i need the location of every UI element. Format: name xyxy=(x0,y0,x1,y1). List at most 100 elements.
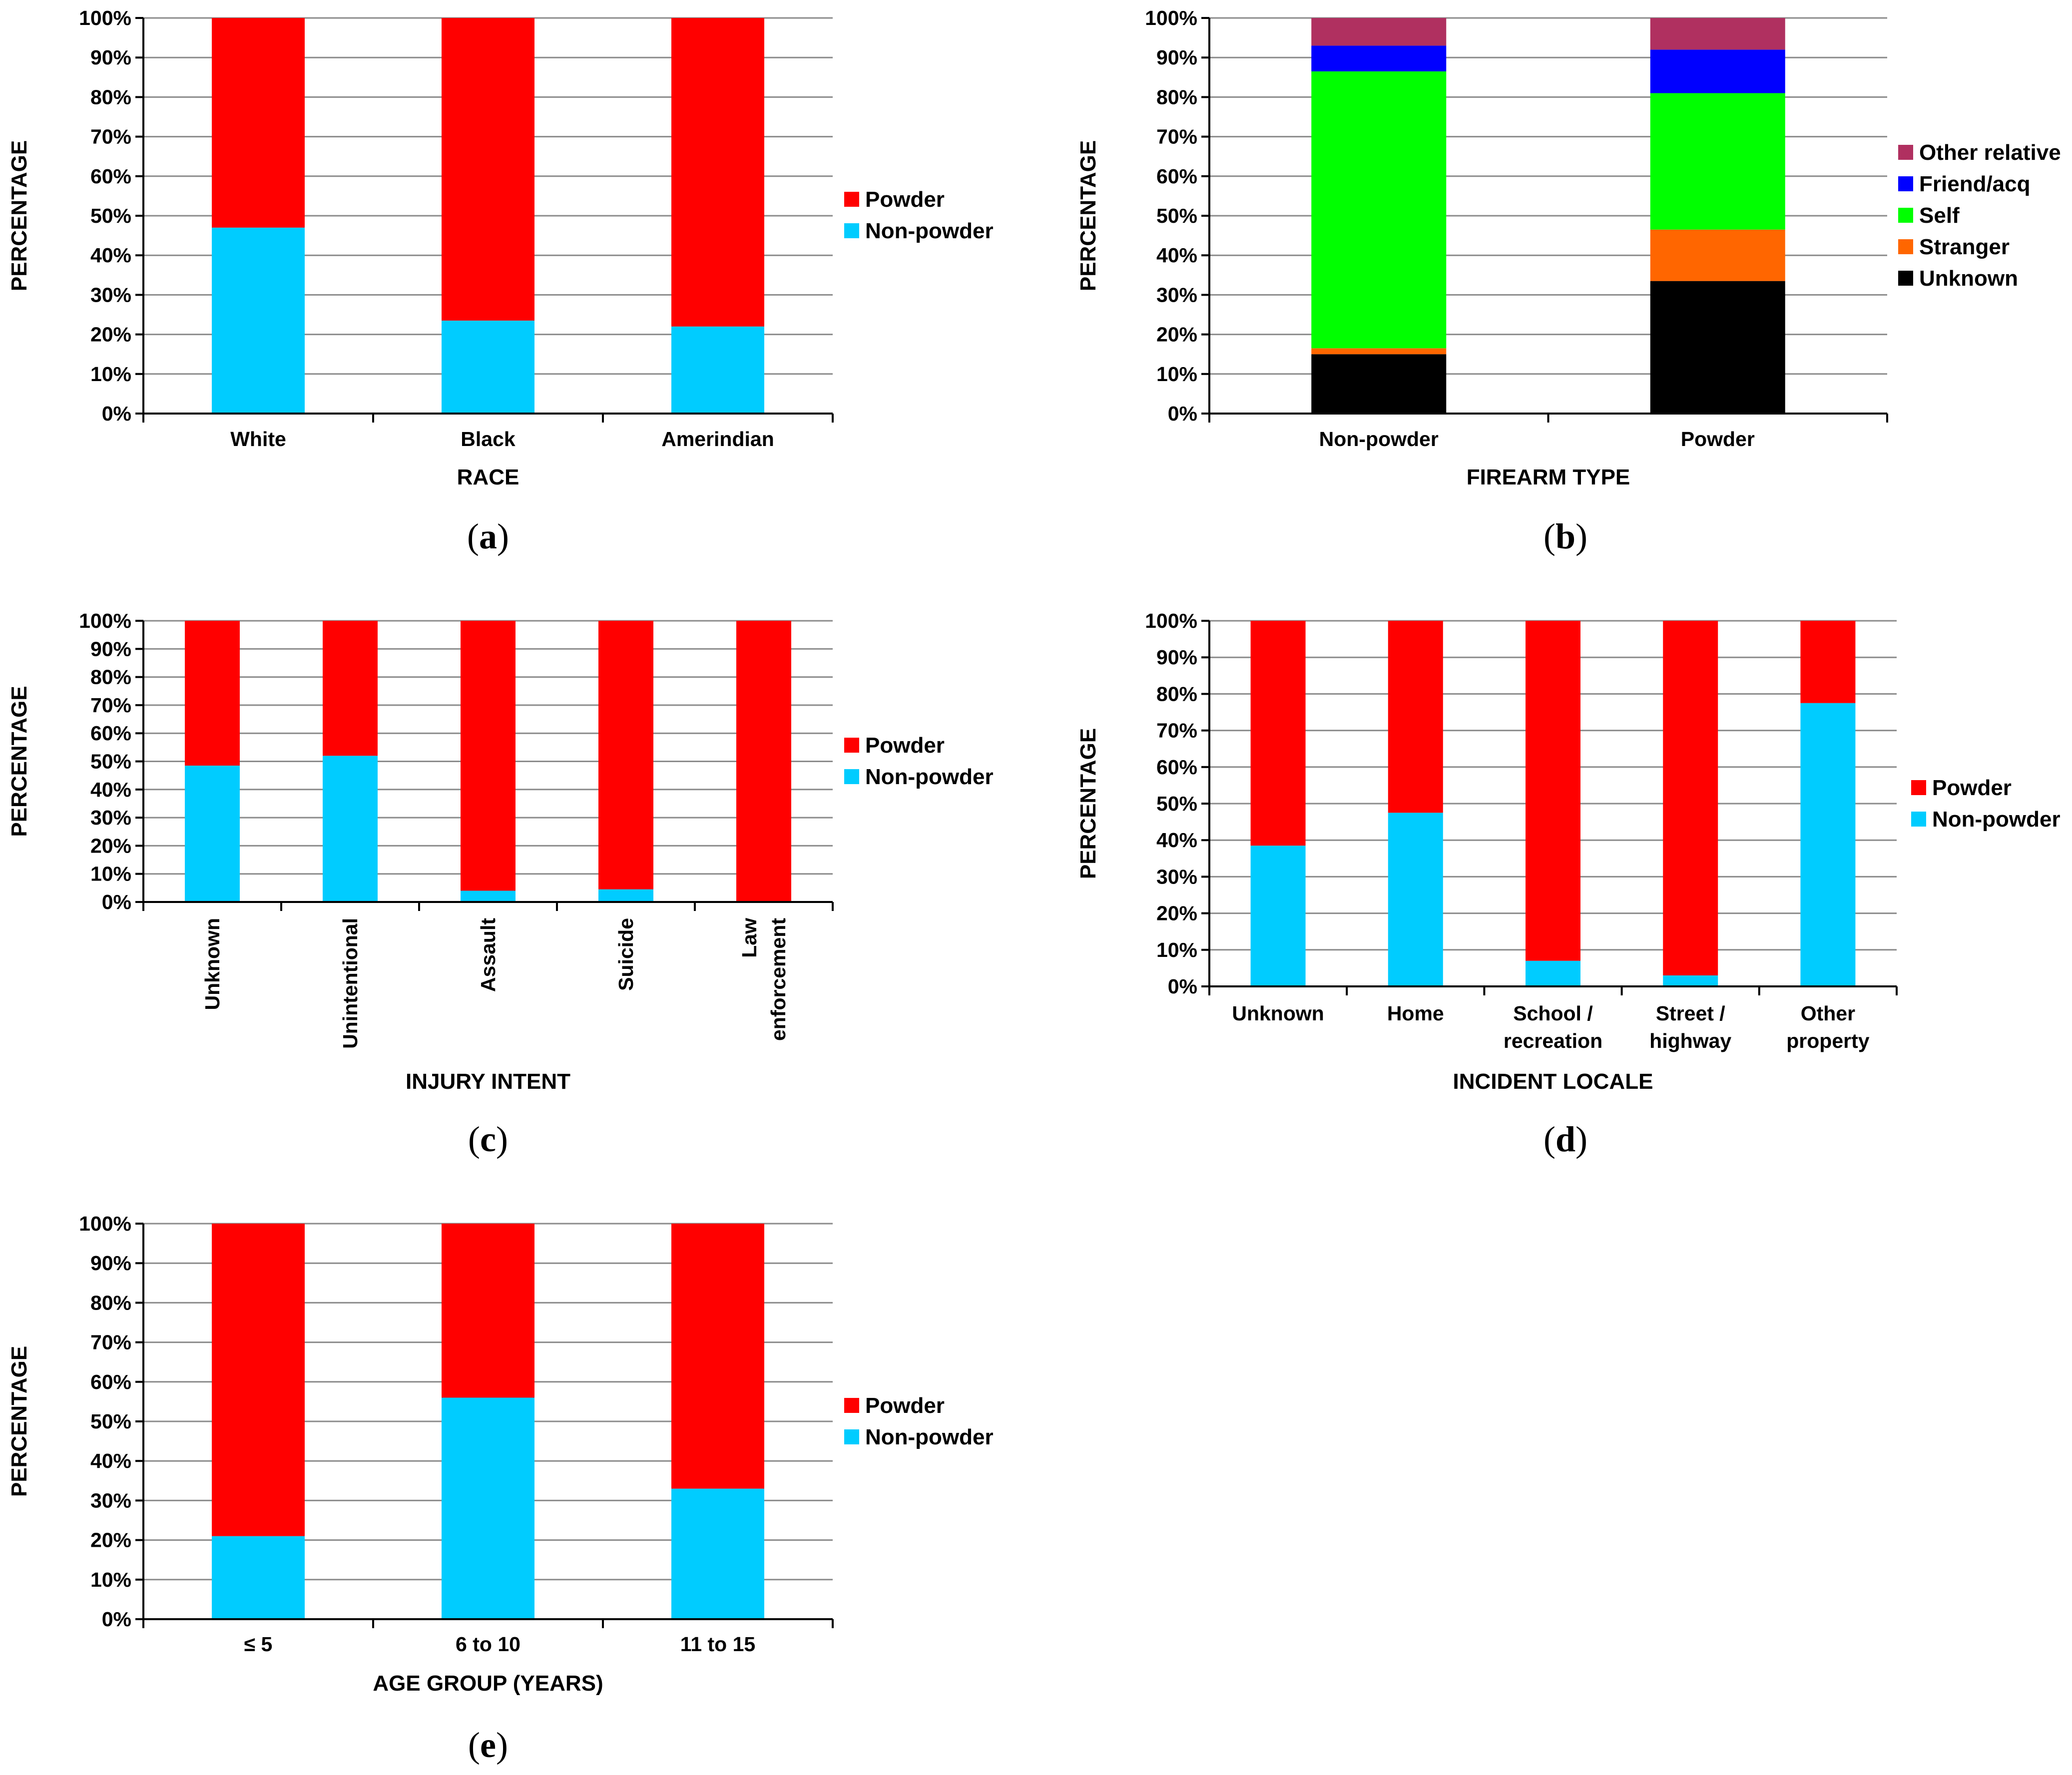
y-tick-label-d: 100% xyxy=(1145,609,1197,632)
bar-d-home-powder xyxy=(1388,621,1443,813)
y-tick-label-b: 10% xyxy=(1156,363,1197,386)
bar-e-le-5-powder xyxy=(212,1224,305,1536)
y-axis-title-b: PERCENTAGE xyxy=(1076,140,1100,291)
legend-label-c-non-powder: Non-powder xyxy=(865,765,994,789)
x-tick-label-a-white: White xyxy=(230,428,286,450)
x-tick-label-line: 6 to 10 xyxy=(456,1633,520,1656)
panel-label-a: (a) xyxy=(467,516,509,556)
panel-label-paren-open: ( xyxy=(467,516,479,556)
legend-label-d-powder: Powder xyxy=(1932,776,2012,800)
x-tick-label-line: recreation xyxy=(1504,1029,1602,1052)
bar-c-law-enforcement-powder xyxy=(736,621,791,902)
bar-b-non-powder-unknown xyxy=(1311,354,1447,414)
y-tick-label-a: 60% xyxy=(90,165,131,188)
chart-panel-e: 0% 10% 20% 30% 40% 50% 60% 70% 80% 90% 100% ≤ 5 6 to… xyxy=(7,1212,994,1765)
x-tick-label-line: School / xyxy=(1513,1002,1592,1025)
legend-label-a-powder: Powder xyxy=(865,187,945,212)
y-tick-label-e: 100% xyxy=(79,1212,131,1235)
x-tick-label-c-assault: Assault xyxy=(477,918,500,992)
x-tick-label-d-home: Home xyxy=(1387,1002,1444,1025)
x-axis-title-c: INJURY INTENT xyxy=(406,1069,570,1094)
legend-label-e-powder: Powder xyxy=(865,1393,945,1418)
x-axis-title-d: INCIDENT LOCALE xyxy=(1453,1069,1653,1094)
legend-label-b-unknown: Unknown xyxy=(1919,266,2018,291)
bar-d-other-property-powder xyxy=(1800,621,1856,703)
y-tick-label-d: 20% xyxy=(1156,902,1197,925)
y-axis-title-e: PERCENTAGE xyxy=(7,1346,31,1497)
legend-label-e-non-powder: Non-powder xyxy=(865,1425,994,1449)
y-tick-label-d: 80% xyxy=(1156,682,1197,705)
bar-d-unknown-powder xyxy=(1250,621,1306,846)
panel-label-b: (b) xyxy=(1544,516,1587,556)
y-tick-label-c: 60% xyxy=(90,722,131,745)
bar-c-unintentional-powder xyxy=(323,621,378,756)
panel-label-paren-open: ( xyxy=(1544,1119,1555,1159)
x-tick-label-line: Unknown xyxy=(201,918,224,1010)
bar-c-unintentional-non-powder xyxy=(323,756,378,902)
x-axis-title-b: FIREARM TYPE xyxy=(1467,465,1630,489)
legend-label-b-self: Self xyxy=(1919,203,1960,228)
x-tick-label-line: Assault xyxy=(477,918,500,992)
legend-swatch-b-self xyxy=(1898,208,1913,223)
y-tick-label-e: 10% xyxy=(90,1568,131,1591)
panel-label-paren-close: ) xyxy=(1575,1119,1587,1159)
legend-swatch-e-non-powder xyxy=(844,1429,859,1444)
bar-b-powder-stranger xyxy=(1650,229,1785,281)
y-tick-label-c: 10% xyxy=(90,863,131,886)
x-axis-title-a: RACE xyxy=(457,465,519,489)
y-tick-label-d: 40% xyxy=(1156,829,1197,852)
y-tick-label-a: 70% xyxy=(90,125,131,148)
x-tick-label-line: Home xyxy=(1387,1002,1444,1025)
bar-e-6-to-10-non-powder xyxy=(442,1397,534,1619)
y-tick-label-d: 60% xyxy=(1156,756,1197,779)
y-tick-label-b: 70% xyxy=(1156,125,1197,148)
bar-b-powder-friend-acq xyxy=(1650,49,1785,93)
bar-d-street-highway-non-powder xyxy=(1663,975,1718,986)
bar-d-school-recreation-powder xyxy=(1526,621,1580,961)
bar-a-black-powder xyxy=(442,18,534,321)
y-tick-label-c: 0% xyxy=(102,890,131,913)
y-tick-label-b: 100% xyxy=(1145,6,1197,29)
bar-c-assault-powder xyxy=(461,621,516,891)
legend-label-c-powder: Powder xyxy=(865,733,945,758)
panel-label-c: (c) xyxy=(468,1119,508,1159)
panel-label-paren-close: ) xyxy=(1575,516,1587,556)
bar-d-school-recreation-non-powder xyxy=(1526,960,1580,986)
y-tick-label-c: 70% xyxy=(90,694,131,717)
y-tick-label-a: 30% xyxy=(90,283,131,306)
bar-c-suicide-powder xyxy=(598,621,653,889)
bar-b-non-powder-self xyxy=(1311,71,1447,349)
y-tick-label-c: 40% xyxy=(90,778,131,801)
legend-swatch-c-powder xyxy=(844,738,859,753)
y-tick-label-e: 80% xyxy=(90,1291,131,1314)
panel-label-letter: e xyxy=(480,1725,496,1765)
y-tick-label-b: 0% xyxy=(1168,402,1197,425)
x-tick-label-line: ≤ 5 xyxy=(244,1633,273,1656)
x-tick-label-line: highway xyxy=(1649,1029,1731,1052)
bar-c-suicide-non-powder xyxy=(598,889,653,902)
bar-a-amerindian-powder xyxy=(671,18,764,327)
y-tick-label-c: 100% xyxy=(79,609,131,632)
y-axis-title-a: PERCENTAGE xyxy=(7,140,31,291)
chart-panel-b: 0% 10% 20% 30% 40% 50% 60% 70% 80% 90% 100% Non-pow… xyxy=(1076,6,2061,556)
x-tick-label-line: White xyxy=(230,428,286,450)
x-tick-label-line: Non-powder xyxy=(1319,428,1439,450)
x-tick-label-line: Other xyxy=(1801,1002,1855,1025)
y-tick-label-a: 0% xyxy=(102,402,131,425)
bar-a-white-non-powder xyxy=(212,227,305,414)
x-tick-label-line: Law xyxy=(738,918,761,958)
y-tick-label-b: 20% xyxy=(1156,323,1197,346)
panel-label-letter: d xyxy=(1555,1119,1575,1159)
y-tick-label-c: 80% xyxy=(90,666,131,689)
x-tick-label-c-unintentional: Unintentional xyxy=(339,918,362,1049)
y-tick-label-e: 60% xyxy=(90,1370,131,1393)
panel-label-paren-close: ) xyxy=(496,1725,508,1765)
bar-d-street-highway-powder xyxy=(1663,621,1718,976)
y-tick-label-d: 70% xyxy=(1156,719,1197,742)
panel-label-e: (e) xyxy=(468,1725,508,1765)
panel-label-d: (d) xyxy=(1544,1119,1587,1159)
y-tick-label-e: 50% xyxy=(90,1410,131,1433)
chart-panel-a: 0% 10% 20% 30% 40% 50% 60% 70% 80% 90% 100% White Bl… xyxy=(7,6,994,556)
x-tick-label-line: property xyxy=(1786,1029,1870,1052)
